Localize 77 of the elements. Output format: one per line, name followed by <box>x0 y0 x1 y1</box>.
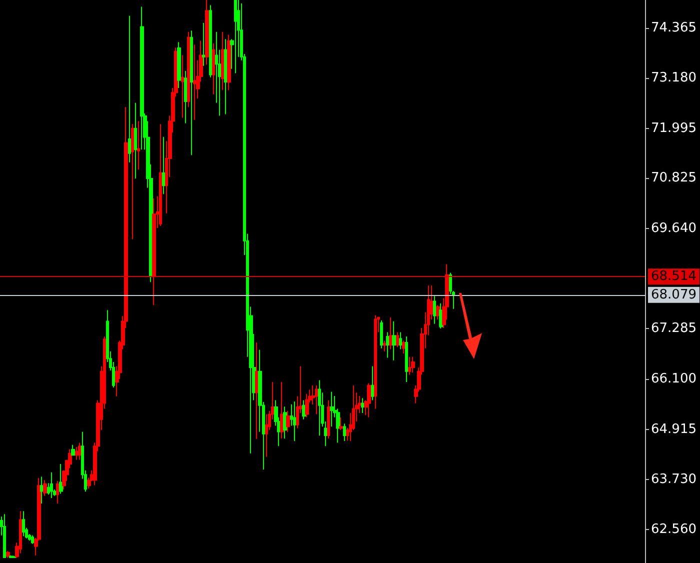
candlestick <box>392 320 396 361</box>
ref-line-label: 68.514 <box>651 269 696 284</box>
y-tick-label: 73.180 <box>651 70 696 86</box>
candlestick <box>330 391 334 428</box>
candlestick <box>205 0 209 66</box>
candlestick <box>131 124 134 240</box>
candlestick <box>190 30 193 156</box>
candlestick <box>12 555 16 558</box>
candlestick <box>59 463 63 494</box>
candlestick <box>3 514 6 558</box>
candlestick <box>75 446 78 460</box>
candlestick <box>283 406 287 440</box>
y-tick-label: 70.825 <box>651 170 696 186</box>
candlestick <box>31 534 34 544</box>
candlestick <box>339 416 343 431</box>
candlestick <box>193 44 196 120</box>
y-tick-label: 74.365 <box>651 20 696 36</box>
candlestick <box>234 0 237 74</box>
candlestick <box>9 554 13 558</box>
candlestick <box>43 480 47 496</box>
ref-line-label: 68.079 <box>651 287 696 302</box>
candlestick <box>152 198 156 306</box>
candlestick <box>187 31 190 108</box>
candlestick <box>6 550 10 558</box>
candlestick <box>134 102 137 179</box>
candlestick <box>212 42 215 95</box>
candlestick <box>343 423 346 442</box>
candlestick <box>374 314 377 410</box>
candlestick <box>56 480 59 504</box>
candlestick <box>227 34 231 91</box>
candlestick <box>40 476 44 504</box>
candlestick <box>184 70 187 124</box>
y-tick-label: 66.100 <box>651 372 696 387</box>
y-tick-label: 71.995 <box>651 121 696 136</box>
candlestick <box>50 472 53 498</box>
candlestick <box>22 510 25 537</box>
y-tick-label: 69.640 <box>651 221 696 236</box>
candlestick <box>78 442 81 460</box>
candlestick <box>318 380 321 436</box>
candlestick <box>380 320 383 349</box>
candlestick <box>386 332 390 358</box>
candlestick <box>405 336 408 382</box>
candlestick <box>128 15 131 163</box>
candlestick <box>181 54 184 118</box>
y-tick-label: 67.285 <box>651 321 696 336</box>
candlestick <box>315 384 318 415</box>
candlestick <box>367 382 371 418</box>
candlestick <box>209 4 212 78</box>
candlestick <box>383 340 387 352</box>
candlestick <box>265 414 268 458</box>
y-tick-label: 62.560 <box>651 522 696 537</box>
candlestick <box>280 381 284 440</box>
candlestick <box>286 410 290 433</box>
candlestick <box>224 38 228 115</box>
candlestick <box>137 120 140 170</box>
candlestick <box>371 366 374 401</box>
candlestick <box>411 356 415 374</box>
candlestick <box>71 444 75 456</box>
candlestick <box>177 42 181 88</box>
candlestick <box>159 124 162 227</box>
candlestick <box>396 332 399 348</box>
candlestick <box>305 393 309 418</box>
y-tick-label: 64.915 <box>651 422 696 437</box>
candlestick <box>140 6 144 150</box>
candlestick <box>399 332 402 350</box>
candlestick <box>255 342 259 440</box>
candlestick <box>408 356 411 376</box>
candlestick <box>389 316 393 350</box>
candlestick <box>202 22 206 66</box>
candlestick <box>327 400 330 440</box>
y-tick-label: 63.730 <box>651 472 696 488</box>
candlestick <box>19 510 22 554</box>
candlestick <box>361 398 365 414</box>
candlestick <box>433 296 436 324</box>
candlestick <box>162 136 165 195</box>
candlestick <box>293 401 296 442</box>
candlestick <box>402 340 405 354</box>
